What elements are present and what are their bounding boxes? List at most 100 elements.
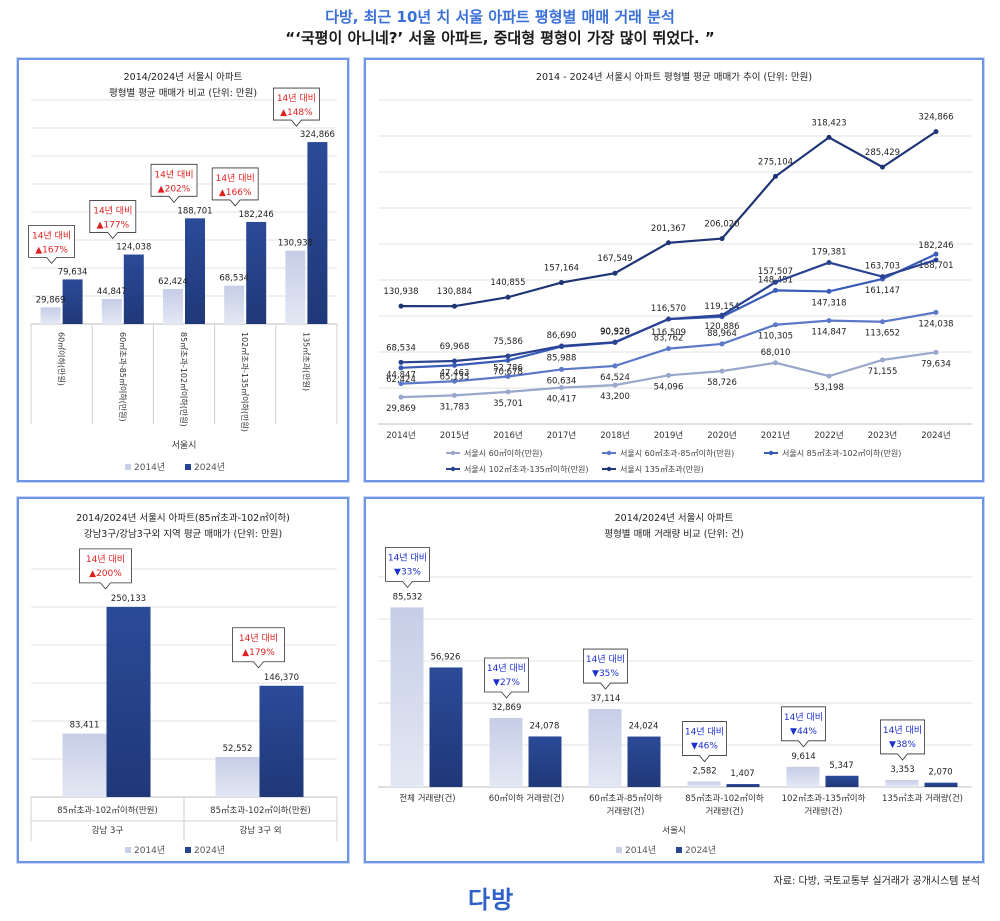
chart2-value-label: 83,762 bbox=[654, 334, 684, 344]
chart4-bar-2014 bbox=[786, 766, 820, 787]
chart4-category-label: 135㎡초과 거래량(건) bbox=[882, 793, 963, 804]
chart2-value-label: 147,318 bbox=[811, 298, 846, 308]
chart2-series-point bbox=[773, 322, 778, 328]
chart2-value-label: 201,367 bbox=[651, 224, 686, 234]
chart2-series-point bbox=[452, 358, 457, 364]
chart4-bar-2024 bbox=[429, 667, 463, 787]
chart3-callout-line2: ▲200% bbox=[89, 569, 122, 579]
chart1-category-label: 85㎡초과-102㎡이하(만원) bbox=[179, 332, 189, 427]
chart2-series-point bbox=[398, 359, 404, 365]
chart1-title-line1: 2014/2024년 서울시 아파트 bbox=[124, 72, 243, 83]
chart4-group-label: 서울시 bbox=[662, 826, 685, 836]
chart1-value-2014: 62,424 bbox=[158, 277, 188, 287]
chart2-value-label: 70,678 bbox=[493, 367, 523, 377]
chart3-bar-2014 bbox=[215, 757, 260, 797]
chart3-callout-box bbox=[232, 627, 285, 669]
chart3-value-2024: 146,370 bbox=[264, 673, 299, 683]
chart3-title-line2: 강남3구/강남3구외 지역 평균 매매가 (단위: 만원) bbox=[84, 528, 282, 540]
chart1-legend-2024-swatch bbox=[185, 464, 191, 470]
chart4-legend-2014-swatch bbox=[616, 847, 622, 853]
chart1-callout-box bbox=[89, 200, 137, 240]
chart3-value-2024: 250,133 bbox=[111, 594, 146, 604]
chart2-value-label: 85,988 bbox=[547, 354, 577, 364]
volume-by-size-panel: 2014/2024년 서울시 아파트 평형별 매매 거래량 비교 (단위: 건) 8… bbox=[364, 497, 984, 863]
chart2-x-tick: 2022년 bbox=[814, 430, 843, 441]
chart4-callout-line1: 14년 대비 bbox=[685, 727, 724, 738]
chart2-series-point bbox=[719, 368, 725, 374]
chart2-value-label: 182,246 bbox=[918, 241, 953, 251]
chart2-series-point bbox=[773, 173, 778, 179]
chart2-value-label: 68,534 bbox=[386, 343, 416, 353]
chart2-legend-label: 서울시 85㎡초과-102㎡이하(만원) bbox=[782, 448, 901, 458]
chart1-bar-2014 bbox=[40, 307, 61, 324]
chart2-legend-label: 서울시 135㎡초과(만원) bbox=[620, 465, 704, 474]
chart1-bar-2024 bbox=[62, 279, 83, 324]
chart3-category-label: 85㎡초과-102㎡이하(만원) bbox=[57, 805, 158, 816]
chart4-category-label: 거래량(건) bbox=[706, 806, 744, 817]
chart2-series-point bbox=[933, 309, 939, 315]
chart4-legend-2014-label: 2014년 bbox=[625, 845, 656, 856]
chart2-value-label: 130,884 bbox=[437, 287, 472, 297]
chart1-bar-2024 bbox=[246, 221, 267, 324]
chart2-series-point bbox=[505, 389, 511, 395]
chart1-bar-2014 bbox=[224, 285, 245, 324]
chart2-x-tick: 2015년 bbox=[440, 430, 469, 441]
chart1-bar-2014 bbox=[285, 250, 306, 324]
chart2-series-point bbox=[880, 357, 885, 363]
chart4-callout-box bbox=[583, 648, 628, 690]
chart1-bar-2024 bbox=[185, 218, 205, 324]
chart4-bar-2024 bbox=[528, 736, 562, 787]
chart2-value-label: 206,020 bbox=[704, 220, 739, 230]
chart2-value-label: 140,855 bbox=[490, 278, 525, 288]
chart1-value-2014: 29,869 bbox=[36, 295, 66, 305]
chart2-value-label: 163,703 bbox=[865, 262, 900, 272]
chart4-callout-line1: 14년 대비 bbox=[388, 552, 427, 563]
chart2-title: 2014 - 2024년 서울시 아파트 평형별 평균 매매가 추이 (단위: … bbox=[536, 71, 812, 83]
chart2-series-point bbox=[666, 346, 671, 352]
chart2-series-point bbox=[398, 394, 404, 400]
chart1-bar-2024 bbox=[307, 142, 328, 324]
chart4-bar-2014 bbox=[588, 709, 622, 787]
chart4-value-2014: 9,614 bbox=[791, 752, 815, 762]
page-subtitle: “‘국평이 아니네?’ 서울 아파트, 중대형 평형이 가장 많이 뛰었다. ” bbox=[285, 29, 715, 47]
chart2-series-point bbox=[398, 381, 404, 387]
chart4-callout-box bbox=[682, 721, 727, 763]
chart3-category-label: 85㎡초과-102㎡이하(만원) bbox=[210, 805, 311, 816]
p3-svg: 2014/2024년 서울시 아파트(85㎡초과-102㎡이하) 강남3구/강남3… bbox=[30, 512, 338, 856]
chart1-value-2024: 182,246 bbox=[239, 210, 274, 220]
chart4-category-label: 전체 거래량(건) bbox=[399, 793, 455, 804]
chart1-callout-line1: 14년 대비 bbox=[277, 93, 316, 104]
chart4-category-label: 거래량(건) bbox=[607, 806, 645, 817]
chart2-series-point bbox=[773, 360, 778, 366]
chart2-series-point bbox=[612, 339, 618, 345]
chart2-series-point bbox=[452, 392, 457, 398]
chart2-series-point bbox=[719, 312, 725, 318]
chart4-bar-2014 bbox=[687, 781, 721, 787]
chart2-legend-marker bbox=[606, 466, 612, 472]
chart3-callout-line1: 14년 대비 bbox=[239, 633, 278, 644]
chart2-series-point bbox=[559, 343, 564, 349]
chart4-value-2014: 3,353 bbox=[890, 765, 914, 775]
chart2-value-label: 29,869 bbox=[386, 404, 416, 414]
chart2-series-point bbox=[452, 378, 457, 384]
chart4-callout-line2: ▼44% bbox=[790, 727, 817, 737]
chart2-series-point bbox=[933, 251, 939, 257]
chart2-legend-label: 서울시 60㎡이하(만원) bbox=[464, 448, 542, 458]
chart2-value-label: 47,463 bbox=[440, 368, 470, 378]
chart3-legend-2014-label: 2014년 bbox=[134, 845, 165, 856]
chart2-value-label: 324,866 bbox=[918, 113, 953, 123]
chart2-series-point bbox=[452, 303, 457, 309]
dabang-logo: 다방 bbox=[468, 886, 515, 914]
chart2-value-label: 285,429 bbox=[865, 148, 900, 158]
chart3-callout-line1: 14년 대비 bbox=[86, 554, 125, 565]
chart2-value-label: 130,938 bbox=[383, 287, 418, 297]
chart2-series-point bbox=[880, 164, 885, 170]
chart2-value-label: 44,847 bbox=[386, 371, 416, 381]
chart4-bar-2024 bbox=[825, 775, 859, 787]
chart4-callout-box bbox=[385, 546, 430, 589]
chart1-callout-line2: ▲167% bbox=[35, 245, 68, 255]
chart4-callout-line1: 14년 대비 bbox=[784, 712, 823, 723]
chart4-callout-line1: 14년 대비 bbox=[487, 663, 526, 674]
chart1-callout-line2: ▲202% bbox=[158, 184, 191, 194]
